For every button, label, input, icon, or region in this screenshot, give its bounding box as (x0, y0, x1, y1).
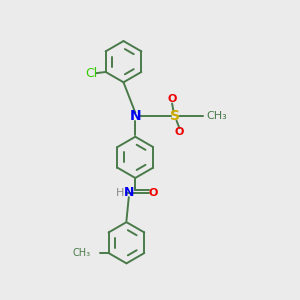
Text: O: O (175, 127, 184, 137)
Text: O: O (149, 188, 158, 198)
Text: O: O (167, 94, 177, 104)
Text: H: H (116, 188, 124, 198)
Text: N: N (124, 186, 134, 199)
Text: Cl: Cl (85, 67, 97, 80)
Text: N: N (130, 109, 141, 123)
Text: S: S (170, 109, 180, 123)
Text: CH₃: CH₃ (73, 248, 91, 258)
Text: CH₃: CH₃ (206, 111, 227, 121)
